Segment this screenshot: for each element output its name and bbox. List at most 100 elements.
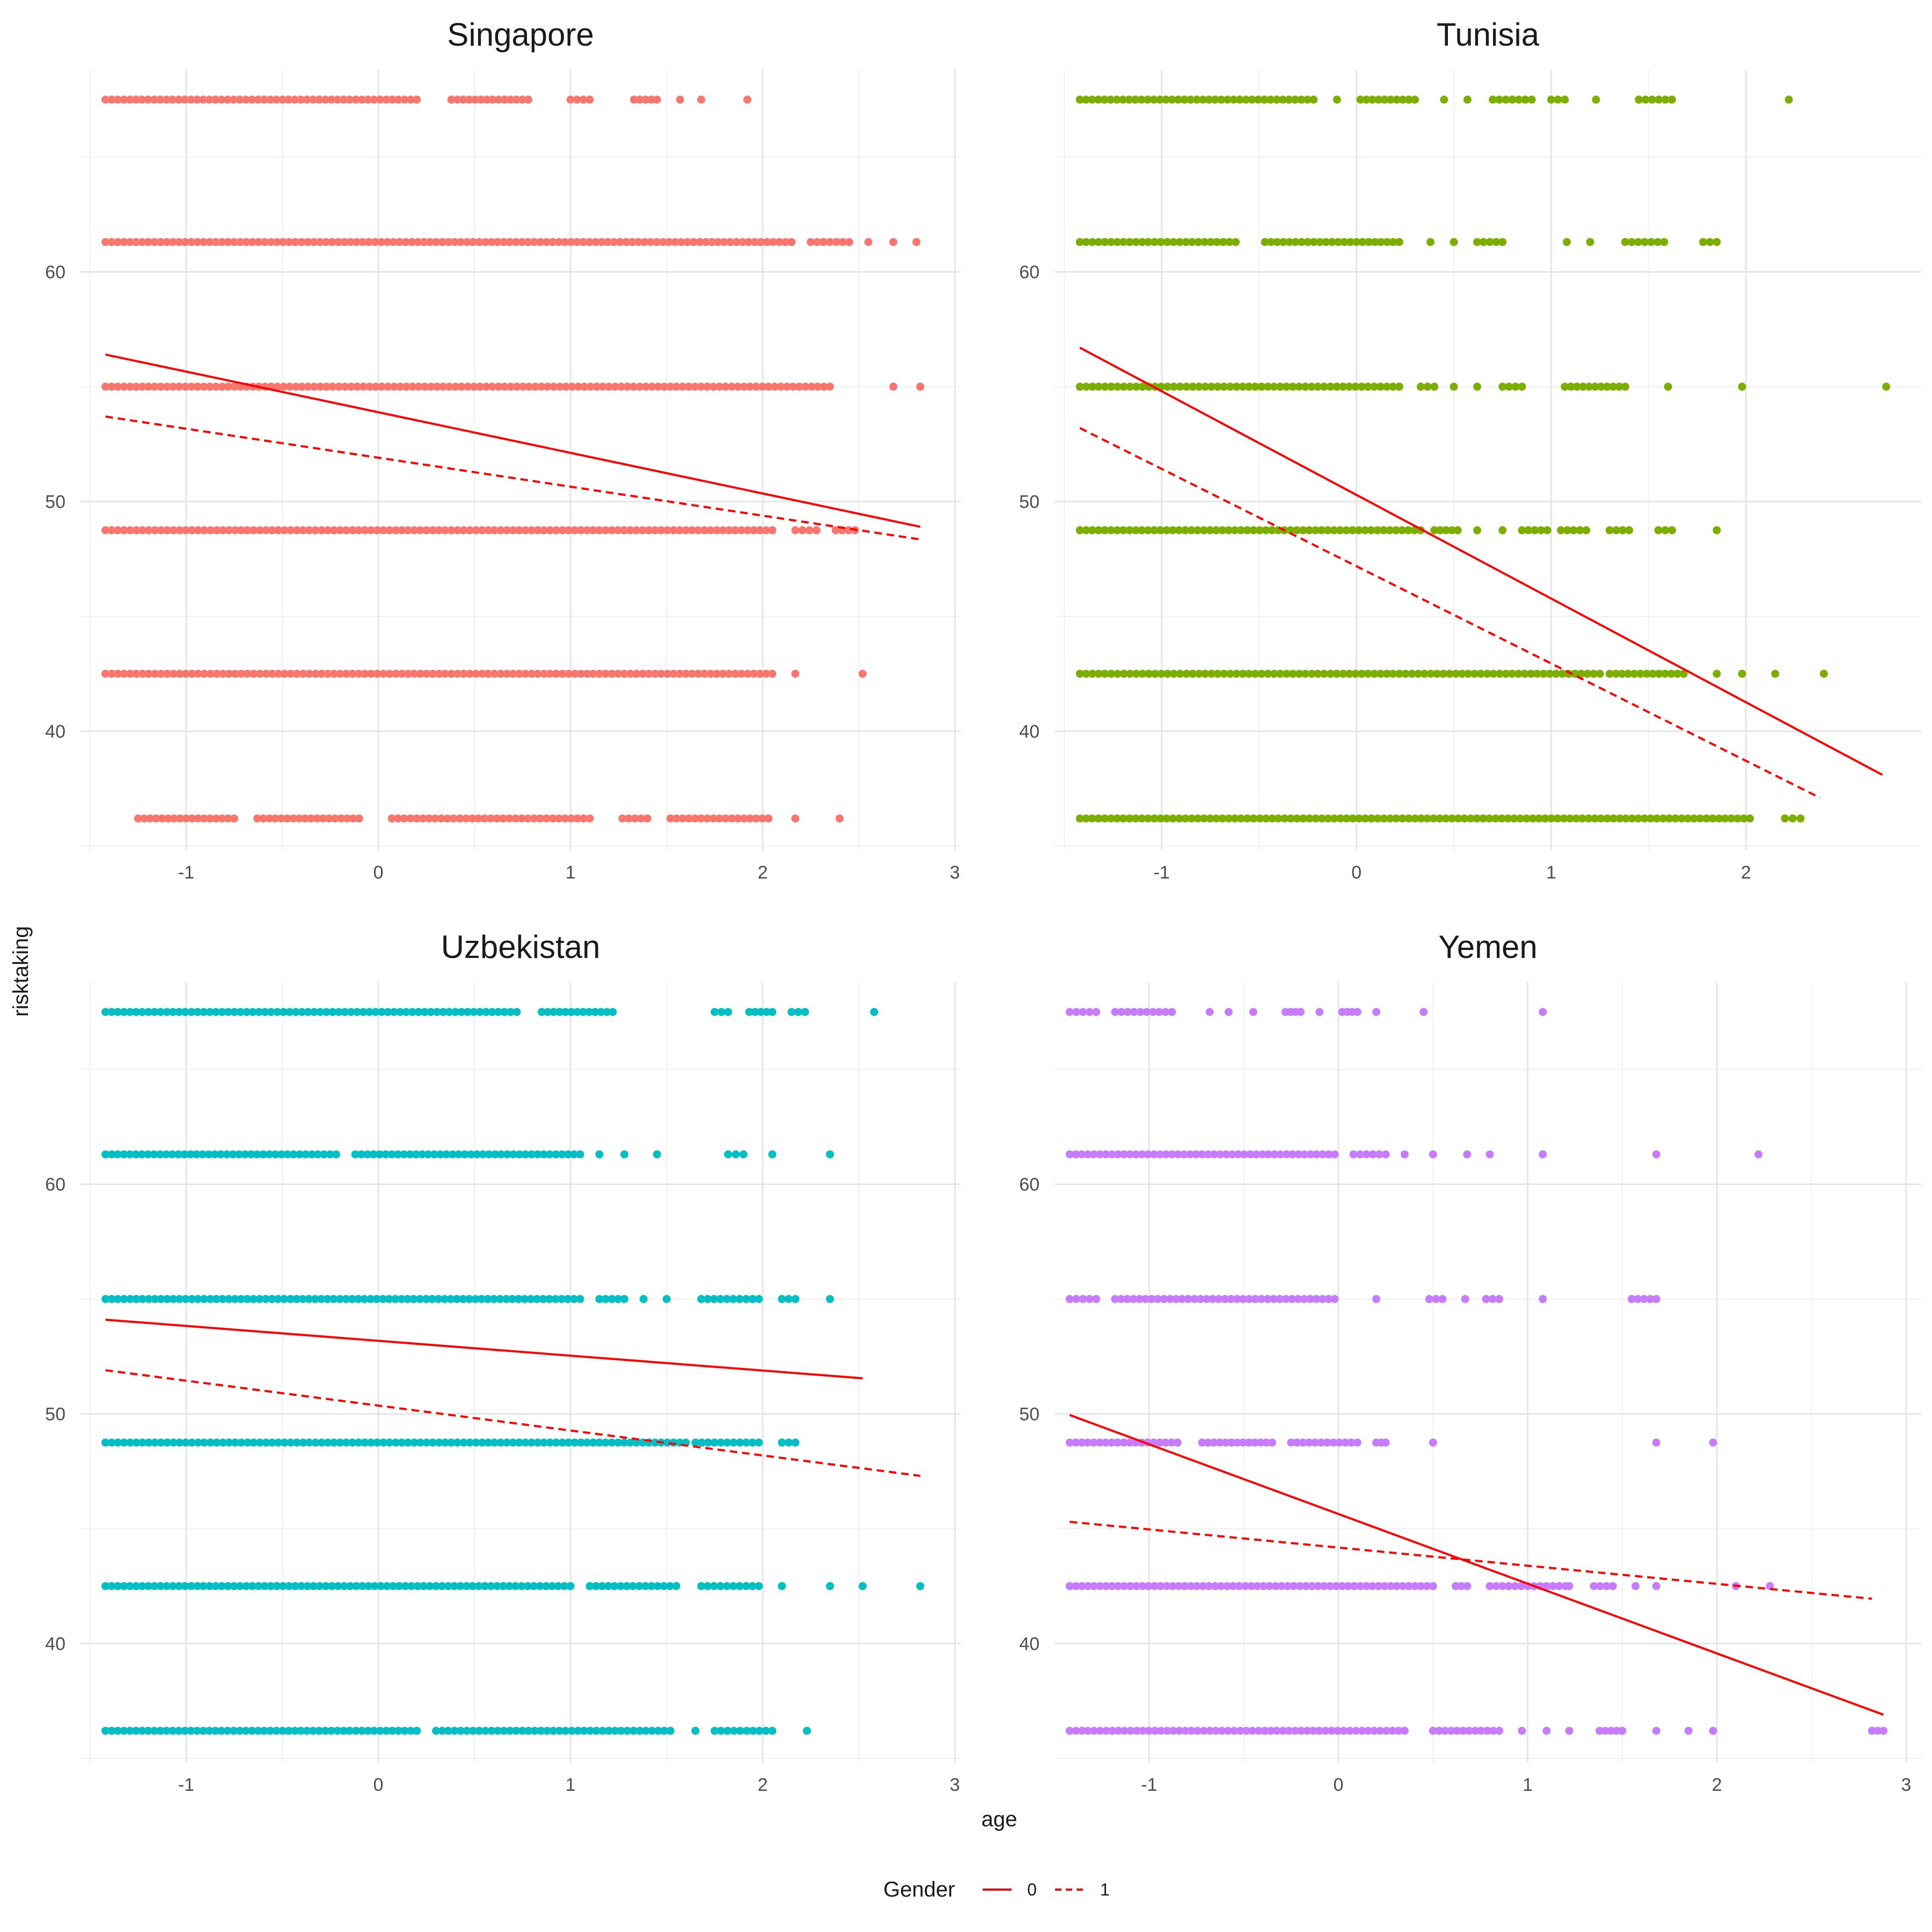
data-point xyxy=(1459,1726,1467,1735)
data-point xyxy=(533,1295,541,1304)
data-point xyxy=(1125,526,1134,535)
data-point xyxy=(1541,814,1549,823)
data-point xyxy=(1395,383,1403,391)
data-point xyxy=(1162,1150,1170,1159)
data-point xyxy=(509,526,517,535)
data-point xyxy=(266,1726,275,1735)
data-point xyxy=(113,1008,122,1016)
data-point xyxy=(395,1582,404,1590)
data-point xyxy=(443,814,452,823)
data-point xyxy=(481,1726,489,1735)
data-point xyxy=(156,238,165,246)
data-point xyxy=(1157,669,1166,678)
data-point xyxy=(598,1582,606,1590)
data-point xyxy=(304,1008,312,1016)
data-point xyxy=(412,814,421,823)
data-point xyxy=(1148,1008,1157,1016)
data-point xyxy=(1305,1438,1313,1447)
data-point xyxy=(1262,814,1270,823)
data-point xyxy=(144,1438,153,1447)
data-point xyxy=(1425,1295,1433,1304)
data-point xyxy=(1485,1582,1494,1590)
data-point xyxy=(126,1150,134,1159)
data-point xyxy=(660,383,669,391)
data-point xyxy=(1200,238,1209,246)
data-point xyxy=(1318,1295,1327,1304)
data-point xyxy=(218,814,226,823)
data-point xyxy=(641,1726,650,1735)
data-point xyxy=(241,96,250,104)
data-point xyxy=(1498,238,1507,246)
data-point xyxy=(555,383,564,391)
data-point xyxy=(1239,669,1247,678)
data-point xyxy=(1252,1150,1261,1159)
data-point xyxy=(406,814,415,823)
data-point xyxy=(1235,96,1244,104)
data-point xyxy=(1101,238,1109,246)
data-point xyxy=(120,1582,128,1590)
data-point xyxy=(1539,1295,1547,1304)
data-point xyxy=(1131,96,1139,104)
data-point xyxy=(1242,1726,1250,1735)
data-point xyxy=(497,1150,506,1159)
data-point xyxy=(299,669,308,678)
legend-title: Gender xyxy=(883,1878,955,1901)
data-point xyxy=(889,238,898,246)
data-point xyxy=(352,1582,361,1590)
data-point xyxy=(1635,96,1643,104)
data-point xyxy=(552,526,560,535)
data-point xyxy=(1342,526,1351,535)
fit-line-gender-1 xyxy=(1079,427,1821,799)
data-point xyxy=(669,526,678,535)
data-point xyxy=(187,1295,196,1304)
data-point xyxy=(1150,814,1159,823)
data-point xyxy=(756,526,764,535)
data-point xyxy=(325,814,333,823)
data-point xyxy=(1615,383,1623,391)
data-point xyxy=(1079,1295,1087,1304)
data-point xyxy=(1290,1582,1298,1590)
data-point xyxy=(672,814,681,823)
data-point xyxy=(388,96,397,104)
data-point xyxy=(354,1295,362,1304)
data-point xyxy=(1237,814,1246,823)
data-point xyxy=(126,383,134,391)
data-point xyxy=(1640,814,1649,823)
data-point xyxy=(449,814,458,823)
data-point xyxy=(641,383,650,391)
data-point xyxy=(527,1438,536,1447)
data-point xyxy=(1528,814,1537,823)
data-point xyxy=(1306,1150,1315,1159)
data-point xyxy=(1320,383,1328,391)
x-tick-label: 3 xyxy=(950,1775,960,1795)
data-point xyxy=(1132,669,1140,678)
data-point xyxy=(620,526,628,535)
data-point xyxy=(752,814,760,823)
data-point xyxy=(755,1438,763,1447)
data-point xyxy=(336,669,345,678)
data-point xyxy=(433,1008,441,1016)
data-point xyxy=(1169,238,1177,246)
data-point xyxy=(414,383,423,391)
data-point xyxy=(1356,1150,1364,1159)
data-point xyxy=(502,1438,511,1447)
data-point xyxy=(414,1008,423,1016)
data-point xyxy=(524,238,532,246)
data-point xyxy=(573,814,582,823)
data-point xyxy=(1351,669,1360,678)
data-point xyxy=(1130,1008,1138,1016)
data-point xyxy=(704,1582,712,1590)
data-point xyxy=(415,1295,424,1304)
data-point xyxy=(416,1438,425,1447)
data-point xyxy=(1661,526,1670,535)
data-point xyxy=(260,1726,268,1735)
data-point xyxy=(367,1438,375,1447)
data-point xyxy=(1251,669,1260,678)
data-point xyxy=(1294,1295,1302,1304)
data-point xyxy=(1426,238,1435,246)
data-point xyxy=(1353,1438,1362,1447)
data-point xyxy=(1352,238,1361,246)
data-point xyxy=(279,383,288,391)
data-point xyxy=(726,238,735,246)
data-point xyxy=(144,96,152,104)
